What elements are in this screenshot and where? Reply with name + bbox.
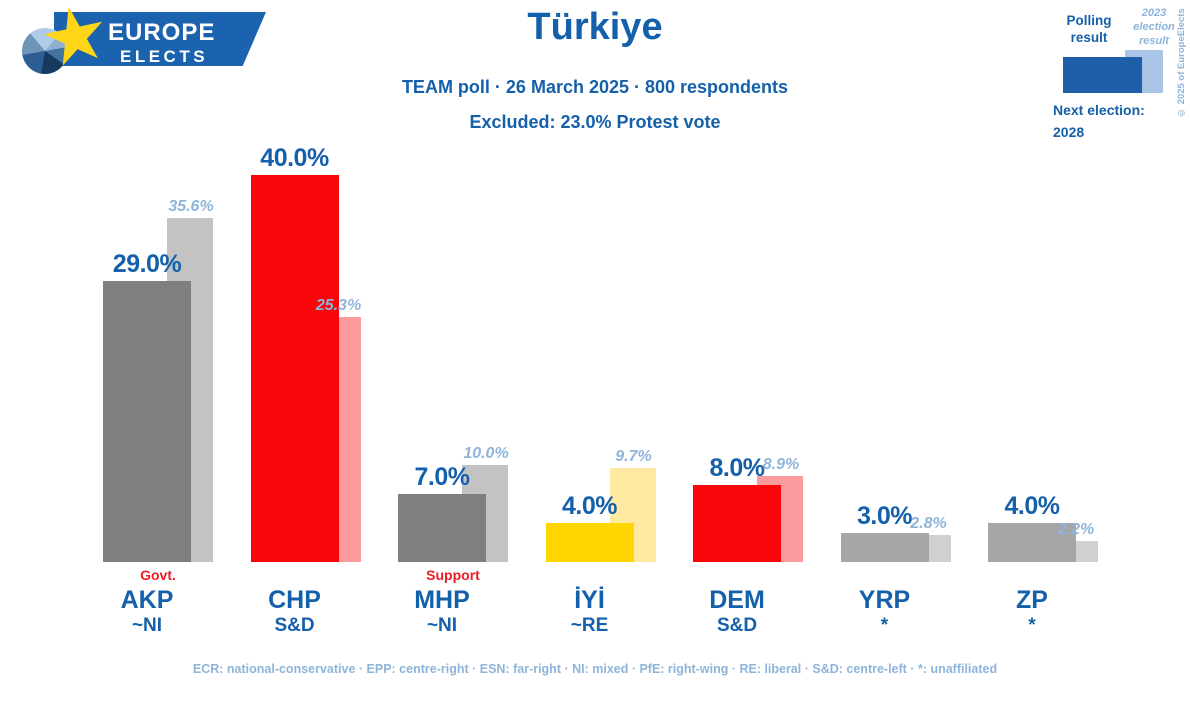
polling-value-label: 29.0%	[112, 250, 182, 278]
poll-subtitle: TEAM poll · 26 March 2025 · 800 responde…	[401, 77, 789, 97]
party-name-label: AKP	[120, 586, 174, 614]
party-name-label: YRP	[858, 586, 911, 614]
legend-polling-label: Polling result	[1066, 13, 1112, 45]
page-title: Türkiye	[527, 6, 663, 48]
election-value-label: 25.3%	[315, 297, 362, 314]
next-election-year: 2028	[1053, 124, 1085, 140]
polling-result-bar	[988, 523, 1076, 562]
party-affiliation-label: ~RE	[570, 615, 609, 636]
excluded-note: Excluded: 23.0% Protest vote	[469, 112, 721, 132]
polling-value-label: 4.0%	[562, 492, 617, 520]
party-name-label: CHP	[268, 586, 321, 614]
party-affiliation-label: *	[1028, 615, 1036, 636]
logo-banner: EUROPE ELECTS	[54, 12, 266, 66]
party-annotation: Support	[426, 567, 480, 583]
polling-result-bar	[693, 485, 781, 562]
polling-result-bar	[103, 281, 191, 562]
europe-elects-logo: EUROPE ELECTS	[18, 6, 266, 76]
logo-text-elects: ELECTS	[120, 47, 209, 66]
election-value-label: 8.9%	[762, 456, 800, 473]
polling-value-label: 7.0%	[414, 463, 470, 491]
party-name-label: MHP	[414, 586, 470, 614]
polling-value-label: 4.0%	[1004, 492, 1060, 520]
chart-legend: Polling result 2023 election result Next…	[1045, 4, 1185, 149]
polling-result-bar	[398, 494, 486, 562]
logo-text-europe: EUROPE	[108, 19, 216, 46]
legend-polling-swatch	[1063, 57, 1142, 93]
election-value-label: 2.2%	[1057, 521, 1095, 538]
party-annotation: Govt.	[140, 567, 176, 583]
election-value-label: 35.6%	[168, 198, 214, 215]
party-affiliation-label: *	[880, 615, 889, 636]
party-affiliation-label: ~NI	[426, 615, 458, 636]
next-election-label: Next election:	[1053, 102, 1145, 118]
election-value-label: 2.8%	[910, 515, 947, 532]
party-affiliation-label: S&D	[274, 615, 315, 636]
polling-result-bar	[840, 533, 929, 562]
polling-value-label: 3.0%	[857, 502, 912, 530]
party-name-label: ZP	[1016, 586, 1048, 614]
election-value-label: 10.0%	[463, 445, 509, 462]
party-name-label: İYİ	[574, 586, 605, 614]
polling-value-label: 40.0%	[260, 144, 329, 172]
polling-result-bar	[250, 175, 339, 562]
affiliation-key: ECR: national-conservative · EPP: centre…	[192, 662, 998, 676]
polling-result-bar	[545, 523, 634, 562]
party-name-label: DEM	[709, 586, 765, 614]
legend-election-label: 2023 election result	[1133, 7, 1175, 47]
election-value-label: 9.7%	[615, 448, 652, 465]
party-affiliation-label: S&D	[716, 615, 758, 636]
party-affiliation-label: ~NI	[131, 615, 163, 636]
polling-value-label: 8.0%	[709, 454, 765, 482]
